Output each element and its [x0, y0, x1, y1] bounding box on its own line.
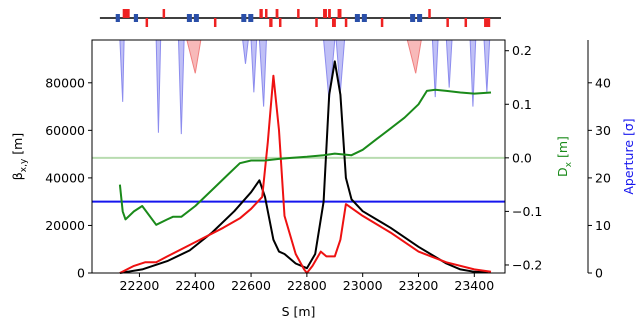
- dispersion-tick-label-0: −0.2: [512, 257, 542, 272]
- aperture-fill-13: [483, 39, 491, 93]
- aperture-fill-12: [469, 39, 477, 107]
- lattice-element-30: [484, 18, 491, 27]
- aperture-fills: [119, 39, 491, 135]
- aperture-fill-2: [177, 39, 185, 135]
- aperture-fill-10: [431, 39, 439, 98]
- beta-tick-label-3: 60000: [45, 123, 85, 138]
- lattice-element-0: [115, 14, 120, 22]
- lattice-element-11: [265, 9, 268, 18]
- dispersion-tick-label-4: 0.2: [512, 43, 532, 58]
- aperture-fill-5: [250, 39, 258, 93]
- lattice-element-17: [323, 9, 327, 18]
- aperture-fill-11: [445, 39, 453, 88]
- dispersion-tick-label-3: 0.1: [512, 97, 532, 112]
- aperture-fill-9: [406, 39, 422, 74]
- aperture-fill-3: [186, 39, 202, 74]
- axes: 22200 22400 22600 22800 23000 23200 23400 S [m]…: [10, 40, 636, 319]
- dispersion-axis-label: Dx [m]: [555, 136, 574, 177]
- lattice-element-7: [213, 18, 217, 27]
- reference-lines: [92, 156, 505, 203]
- lattice-element-3: [145, 18, 149, 27]
- x-tick-label-0: 22200: [120, 278, 160, 293]
- x-tick-label-2: 22600: [231, 278, 271, 293]
- lattice-element-8: [241, 14, 247, 22]
- dispersion-tick-label-2: 0.0: [512, 150, 532, 165]
- aperture-fill-6: [258, 39, 267, 107]
- plot-frame: [91, 39, 506, 274]
- aperture-fill-4: [242, 39, 249, 64]
- x-tick-label-3: 22800: [287, 278, 327, 293]
- dispersion-tick-label-1: −0.1: [512, 204, 542, 219]
- series-lines: [118, 60, 492, 274]
- lattice-element-24: [380, 18, 384, 27]
- x-tick-label-6: 23400: [454, 278, 494, 293]
- x-axis-label: S [m]: [282, 304, 316, 319]
- beta-tick-label-0: 0: [77, 266, 85, 281]
- lattice-element-14: [278, 18, 282, 27]
- lattice-element-16: [315, 18, 318, 27]
- lattice-element-27: [428, 9, 431, 18]
- lattice-strip: [99, 9, 501, 27]
- lattice-element-21: [344, 18, 348, 27]
- lattice-element-26: [417, 14, 423, 22]
- beta-axis-label: βx,y [m]: [10, 133, 29, 180]
- lattice-element-4: [162, 9, 166, 18]
- aperture-tick-label-1: 10: [595, 218, 611, 233]
- aperture-axis-label: Aperture [σ]: [621, 118, 636, 194]
- lattice-element-5: [186, 14, 192, 22]
- lattice-element-25: [410, 14, 416, 22]
- aperture-tick-label-4: 40: [595, 75, 611, 90]
- lattice-element-19: [331, 18, 336, 27]
- lattice-element-15: [297, 9, 300, 18]
- x-tick-label-1: 22400: [175, 278, 215, 293]
- aperture-tick-label-0: 0: [595, 266, 603, 281]
- aperture-fill-0: [119, 39, 125, 102]
- aperture-fill-1: [155, 39, 162, 133]
- lattice-element-23: [361, 14, 367, 22]
- lattice-element-6: [193, 14, 199, 22]
- beta-tick-label-2: 40000: [45, 170, 85, 185]
- lattice-element-22: [354, 14, 360, 22]
- lattice-element-28: [446, 18, 449, 27]
- lattice-element-9: [248, 14, 254, 22]
- series-line-0: [119, 60, 489, 274]
- aperture-tick-label-2: 20: [595, 170, 611, 185]
- beta-tick-label-4: 80000: [45, 75, 85, 90]
- series-line-1: [119, 74, 492, 274]
- x-tick-label-4: 23000: [343, 278, 383, 293]
- lattice-element-1: [122, 9, 130, 18]
- aperture-fill-8: [335, 39, 346, 93]
- lattice-element-2: [133, 14, 139, 22]
- series-line-2: [118, 88, 492, 226]
- x-tick-label-5: 23200: [399, 278, 439, 293]
- lattice-element-29: [464, 18, 468, 27]
- lattice-element-13: [275, 9, 279, 18]
- lattice-element-10: [259, 9, 263, 18]
- lattice-element-18: [328, 9, 331, 18]
- aperture-tick-label-3: 30: [595, 123, 611, 138]
- beta-tick-label-1: 20000: [45, 218, 85, 233]
- lattice-element-20: [337, 9, 342, 18]
- lattice-element-12: [269, 18, 273, 27]
